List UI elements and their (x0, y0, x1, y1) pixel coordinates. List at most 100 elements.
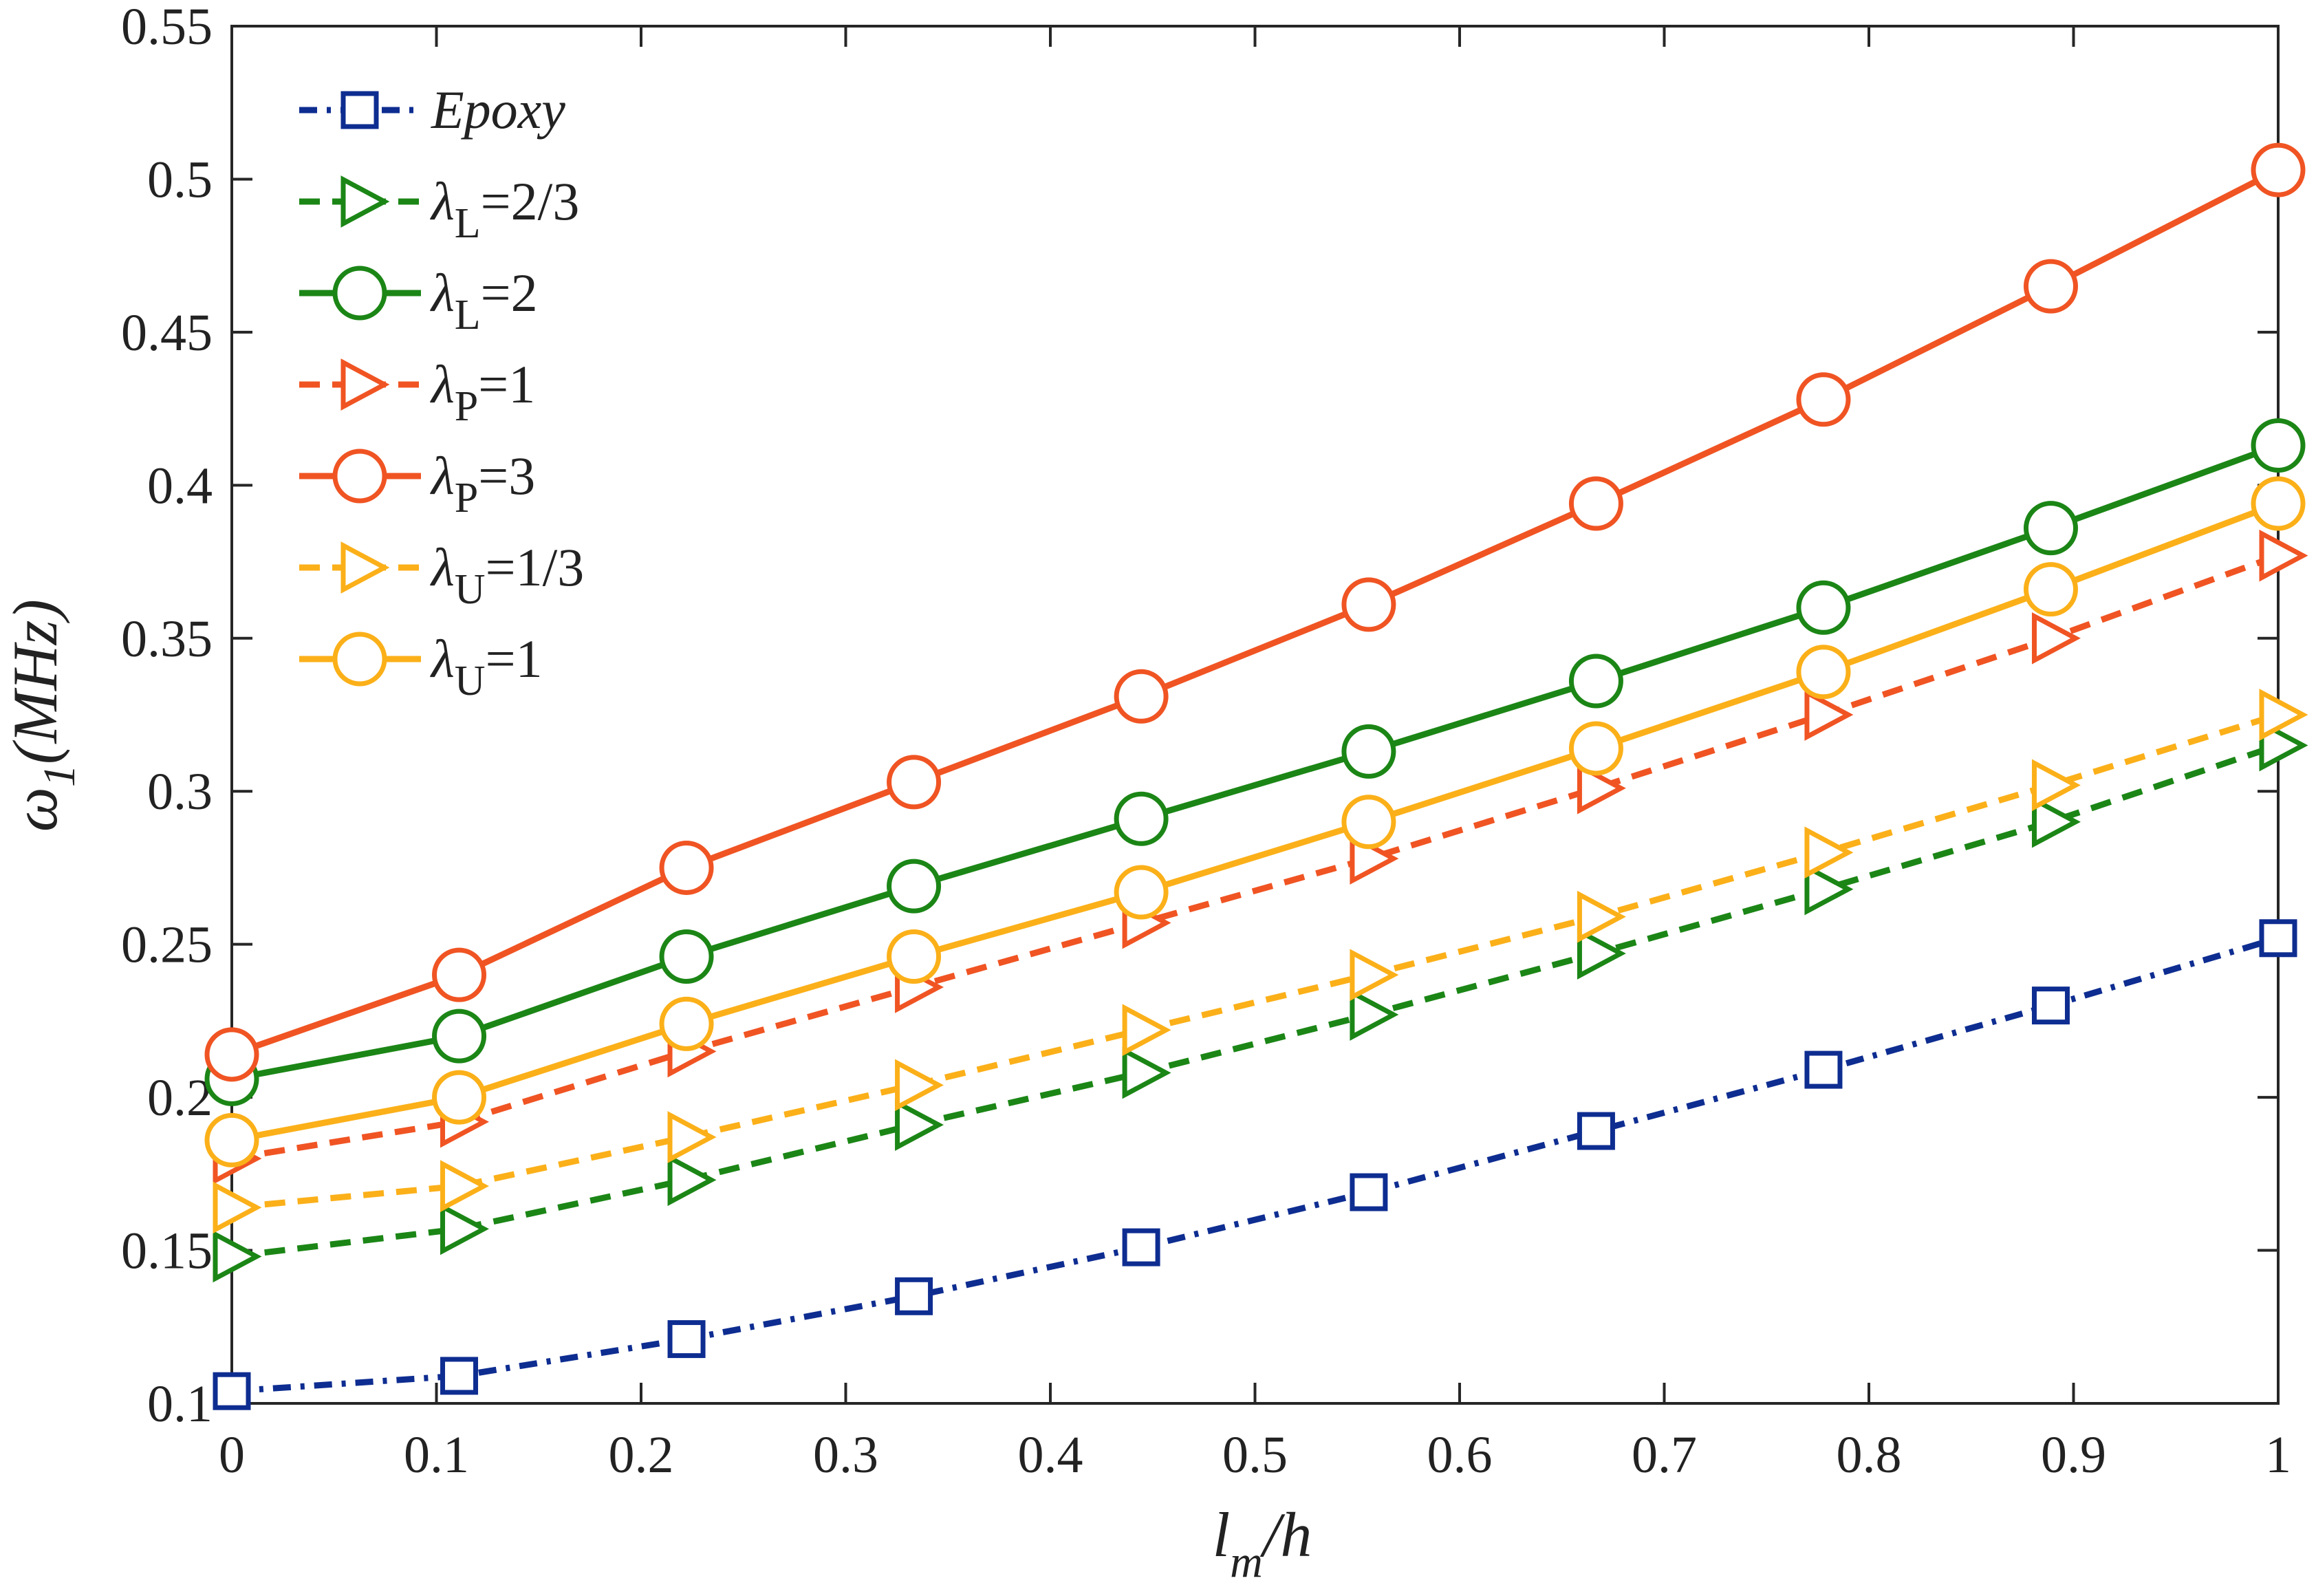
data-point (1114, 865, 1169, 920)
data-point (887, 929, 942, 984)
data-point (432, 947, 487, 1002)
legend-label: λP=1 (430, 354, 535, 430)
y-tick-label: 0.1 (147, 1375, 213, 1433)
data-point (213, 1372, 251, 1410)
legend-marker (332, 449, 387, 504)
legend-label-main: λ (430, 263, 455, 323)
y-tick-label: 0.15 (121, 1222, 213, 1280)
legend-label-rest: =3 (478, 446, 535, 506)
legend-label-main: Epoxy (431, 80, 565, 140)
data-point (1796, 580, 1851, 635)
data-point (2259, 919, 2297, 958)
x-axis-title-main: l (1213, 1500, 1231, 1570)
x-tick-label: 0.7 (1632, 1426, 1697, 1484)
data-point (440, 1357, 479, 1395)
y-axis-title-main: ω (0, 787, 70, 832)
data-point (1804, 826, 1854, 879)
legend-item: λU=1 (299, 629, 543, 704)
data-point (1122, 1046, 1171, 1099)
legend-label-main: λ (430, 629, 455, 689)
x-tick-label: 1 (2265, 1426, 2291, 1484)
legend-label-sub: L (455, 292, 481, 338)
legend-item: λU=1/3 (299, 537, 584, 613)
legend-label-main: λ (430, 537, 455, 597)
data-point (895, 1059, 944, 1112)
x-tick-label: 0.1 (404, 1426, 469, 1484)
y-tick-label: 0.3 (147, 763, 213, 821)
data-point (1577, 762, 1626, 815)
legend-marker (332, 266, 387, 321)
data-point (2251, 476, 2306, 531)
data-point (1804, 1050, 1843, 1089)
x-tick-label: 0.3 (813, 1426, 878, 1484)
legend-marker (340, 91, 379, 129)
legend-item: λL=2/3 (299, 171, 579, 247)
data-point (204, 1112, 259, 1167)
data-point (2031, 986, 2070, 1025)
legend-marker (340, 175, 390, 228)
series-line (231, 442, 2280, 1082)
data-point (659, 840, 714, 895)
data-point (887, 859, 942, 914)
y-axis-title: ω1(MHz) (0, 599, 85, 832)
data-point (1577, 890, 1626, 943)
x-tick-label: 0 (219, 1426, 245, 1484)
x-tick-label: 0.5 (1222, 1426, 1288, 1484)
data-point (2023, 562, 2078, 617)
x-tick-label: 0.4 (1018, 1426, 1083, 1484)
data-point (887, 755, 942, 810)
legend-marker (340, 358, 390, 411)
y-axis-title-rest: (MHz) (0, 599, 70, 764)
data-point (2031, 795, 2081, 848)
series-line (231, 935, 2280, 1394)
data-point (432, 1070, 487, 1125)
data-point (1804, 863, 1854, 916)
data-point (1341, 577, 1396, 632)
data-point (1804, 689, 1854, 741)
data-point (1568, 476, 1623, 531)
x-tick-label: 0.8 (1837, 1426, 1902, 1484)
data-point (1114, 791, 1169, 846)
legend-label-rest: =2/3 (481, 171, 580, 231)
legend-label-rest: =1/3 (486, 537, 585, 597)
data-point (1577, 1112, 1615, 1150)
data-point (1350, 989, 1399, 1041)
x-axis-title: lm/h (1213, 1500, 1312, 1587)
data-point (1114, 669, 1169, 724)
y-tick-label: 0.25 (121, 916, 213, 974)
y-tick-label: 0.45 (121, 304, 213, 362)
data-point (2259, 719, 2308, 772)
data-point (1796, 645, 1851, 700)
y-tick-label: 0.5 (147, 151, 213, 208)
series-6 (204, 476, 2306, 1167)
series-layer (204, 142, 2308, 1410)
legend-label: λL=2/3 (430, 171, 579, 247)
legend-label-sub: U (455, 566, 486, 613)
x-tick-label: 0.6 (1427, 1426, 1493, 1484)
data-point (1577, 927, 1626, 980)
data-point (2251, 142, 2306, 197)
legend-label-main: λ (430, 171, 455, 231)
legend-label-sub: U (455, 658, 486, 704)
legend-label: λP=3 (430, 446, 535, 521)
data-point (2259, 529, 2308, 582)
series-line (231, 500, 2280, 1143)
series-line (231, 552, 2280, 1162)
data-point (659, 929, 714, 984)
legend-label-rest: =1 (478, 354, 535, 414)
legend-item: λP=3 (299, 446, 535, 521)
legend-item: λP=1 (299, 354, 535, 430)
y-axis-title-sub: 1 (34, 764, 85, 787)
legend-marker (332, 632, 387, 687)
axes: 0 0.1 0.2 0.3 0.4 0.5 0.6 0.7 0.8 0.9 10.10.150.20… (121, 0, 2291, 1484)
data-point (667, 1111, 717, 1163)
data-point (1341, 795, 1396, 850)
series-line (231, 711, 2280, 1211)
series-5 (213, 689, 2308, 1234)
data-point (2259, 689, 2308, 741)
legend-label: λL=2 (430, 263, 538, 338)
data-point (667, 1154, 717, 1207)
legend-label: λU=1/3 (430, 537, 584, 613)
y-tick-label: 0.4 (147, 457, 213, 515)
